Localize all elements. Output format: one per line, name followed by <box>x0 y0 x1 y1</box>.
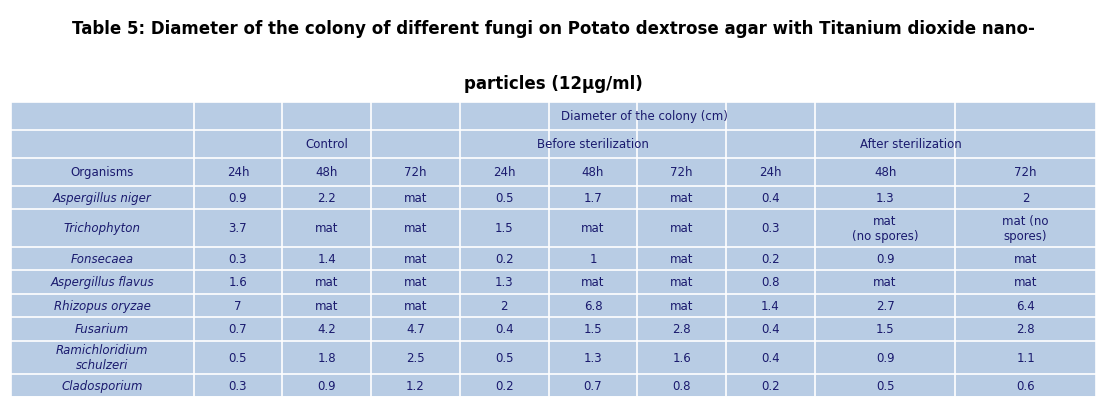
Text: mat (no
spores): mat (no spores) <box>1003 215 1049 242</box>
Text: 48h: 48h <box>873 166 897 179</box>
Text: 1.4: 1.4 <box>762 299 779 312</box>
Text: mat: mat <box>1014 252 1037 265</box>
Text: 0.2: 0.2 <box>762 379 779 392</box>
Text: 1.6: 1.6 <box>672 351 691 364</box>
Text: mat: mat <box>404 252 427 265</box>
Text: 0.2: 0.2 <box>495 252 514 265</box>
Text: 4.7: 4.7 <box>406 322 425 336</box>
Text: 0.5: 0.5 <box>876 379 894 392</box>
Text: 3.7: 3.7 <box>228 222 247 235</box>
Text: 6.4: 6.4 <box>1016 299 1035 312</box>
Text: mat: mat <box>314 222 339 235</box>
Text: 0.3: 0.3 <box>229 252 247 265</box>
Text: 2.7: 2.7 <box>876 299 894 312</box>
Text: mat: mat <box>314 299 339 312</box>
Text: 1.3: 1.3 <box>495 276 514 289</box>
Text: After sterilization: After sterilization <box>860 138 962 151</box>
Text: Rhizopus oryzae: Rhizopus oryzae <box>54 299 151 312</box>
Text: Diameter of the colony (cm): Diameter of the colony (cm) <box>561 110 728 123</box>
Text: 0.5: 0.5 <box>495 192 514 205</box>
Text: 72h: 72h <box>1014 166 1037 179</box>
Text: mat: mat <box>404 276 427 289</box>
Text: mat: mat <box>314 276 339 289</box>
Text: mat: mat <box>670 299 693 312</box>
Text: 1.4: 1.4 <box>318 252 337 265</box>
Text: Ramichloridium
schulzeri: Ramichloridium schulzeri <box>56 343 148 371</box>
Text: 24h: 24h <box>493 166 516 179</box>
Text: Aspergillus flavus: Aspergillus flavus <box>51 276 154 289</box>
Text: 2: 2 <box>1022 192 1030 205</box>
Text: 24h: 24h <box>227 166 249 179</box>
Text: 1.2: 1.2 <box>406 379 425 392</box>
Text: 1.3: 1.3 <box>583 351 602 364</box>
Text: 0.8: 0.8 <box>762 276 779 289</box>
Text: 1.1: 1.1 <box>1016 351 1035 364</box>
Text: 0.9: 0.9 <box>876 351 894 364</box>
Text: 1.5: 1.5 <box>876 322 894 336</box>
Text: 2.8: 2.8 <box>672 322 691 336</box>
Text: 24h: 24h <box>759 166 782 179</box>
Text: mat: mat <box>670 192 693 205</box>
Text: 0.5: 0.5 <box>495 351 514 364</box>
Text: mat: mat <box>404 222 427 235</box>
Text: mat: mat <box>404 299 427 312</box>
Text: Trichophyton: Trichophyton <box>64 222 141 235</box>
Text: Fonsecaea: Fonsecaea <box>71 252 134 265</box>
Text: 1.5: 1.5 <box>495 222 514 235</box>
Text: mat: mat <box>581 276 604 289</box>
Text: 0.5: 0.5 <box>229 351 247 364</box>
Text: 1: 1 <box>589 252 597 265</box>
Text: 0.8: 0.8 <box>672 379 691 392</box>
Text: 1.7: 1.7 <box>583 192 602 205</box>
Text: mat: mat <box>670 252 693 265</box>
Text: 48h: 48h <box>582 166 604 179</box>
Text: 0.9: 0.9 <box>318 379 337 392</box>
Text: 72h: 72h <box>671 166 693 179</box>
Text: 48h: 48h <box>315 166 338 179</box>
Text: mat
(no spores): mat (no spores) <box>852 215 919 242</box>
Text: mat: mat <box>670 222 693 235</box>
Text: 0.3: 0.3 <box>762 222 779 235</box>
Text: Control: Control <box>306 138 348 151</box>
Text: Table 5: Diameter of the colony of different fungi on Potato dextrose agar with : Table 5: Diameter of the colony of diffe… <box>72 20 1035 38</box>
Text: mat: mat <box>404 192 427 205</box>
Text: 1.5: 1.5 <box>583 322 602 336</box>
Text: Fusarium: Fusarium <box>75 322 130 336</box>
Text: particles (12μg/ml): particles (12μg/ml) <box>464 75 643 93</box>
Text: mat: mat <box>1014 276 1037 289</box>
Text: 1.6: 1.6 <box>228 276 247 289</box>
Text: 4.2: 4.2 <box>318 322 337 336</box>
Text: 0.6: 0.6 <box>1016 379 1035 392</box>
Text: 0.9: 0.9 <box>876 252 894 265</box>
Text: 0.4: 0.4 <box>762 322 779 336</box>
Text: 0.7: 0.7 <box>583 379 602 392</box>
Text: 6.8: 6.8 <box>583 299 602 312</box>
Text: Aspergillus niger: Aspergillus niger <box>53 192 152 205</box>
Text: 2.5: 2.5 <box>406 351 425 364</box>
Text: 0.2: 0.2 <box>762 252 779 265</box>
Text: 1.3: 1.3 <box>876 192 894 205</box>
Text: 2: 2 <box>500 299 508 312</box>
FancyBboxPatch shape <box>11 102 1096 397</box>
Text: mat: mat <box>873 276 897 289</box>
Text: 0.7: 0.7 <box>228 322 247 336</box>
Text: 2.8: 2.8 <box>1016 322 1035 336</box>
Text: 0.3: 0.3 <box>229 379 247 392</box>
Text: 0.4: 0.4 <box>762 351 779 364</box>
Text: mat: mat <box>581 222 604 235</box>
Text: 72h: 72h <box>404 166 426 179</box>
Text: mat: mat <box>670 276 693 289</box>
Text: Organisms: Organisms <box>71 166 134 179</box>
Text: 7: 7 <box>235 299 241 312</box>
Text: 2.2: 2.2 <box>318 192 337 205</box>
Text: 1.8: 1.8 <box>318 351 337 364</box>
Text: 0.4: 0.4 <box>495 322 514 336</box>
Text: 0.4: 0.4 <box>762 192 779 205</box>
Text: 0.9: 0.9 <box>228 192 247 205</box>
Text: Cladosporium: Cladosporium <box>62 379 143 392</box>
Text: 0.2: 0.2 <box>495 379 514 392</box>
Text: Before sterilization: Before sterilization <box>537 138 649 151</box>
